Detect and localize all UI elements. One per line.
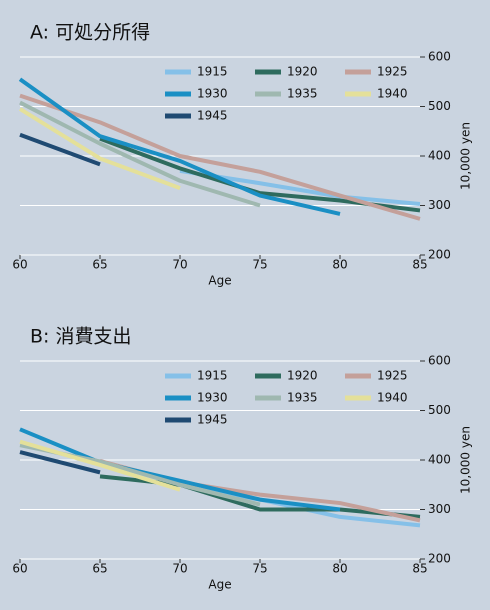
x-tick-label: 85 (412, 562, 427, 576)
y-tick-label: 400 (428, 149, 451, 163)
series-line (19, 100, 261, 208)
y-tick-label: 200 (428, 552, 451, 566)
x-tick-label: 75 (252, 562, 267, 576)
y-axis-label: 10,000 yen (459, 122, 473, 190)
y-tick-label: 600 (428, 50, 451, 64)
series-line (19, 93, 421, 221)
x-tick-label: 85 (412, 258, 427, 272)
x-tick-label: 60 (12, 562, 27, 576)
legend-label: 1915 (197, 369, 228, 383)
legend-label: 1945 (197, 109, 228, 123)
chart-title: B: 消費支出 (30, 326, 131, 348)
y-tick-label: 300 (428, 502, 451, 516)
legend-label: 1930 (197, 391, 228, 405)
x-tick-label: 65 (92, 562, 107, 576)
y-tick-label: 300 (428, 198, 451, 212)
y-tick-label: 500 (428, 99, 451, 113)
x-axis-label: Age (208, 578, 231, 592)
y-axis-label: 10,000 yen (459, 426, 473, 494)
legend-label: 1925 (377, 65, 408, 79)
legend-label: 1920 (287, 369, 318, 383)
legend-label: 1920 (287, 65, 318, 79)
legend-label: 1935 (287, 87, 318, 101)
legend-label: 1925 (377, 369, 408, 383)
x-tick-label: 65 (92, 258, 107, 272)
series-line (19, 132, 101, 167)
series-line (19, 439, 181, 492)
y-tick-label: 200 (428, 248, 451, 262)
legend-label: 1930 (197, 87, 228, 101)
legend-label: 1945 (197, 413, 228, 427)
legend-label: 1940 (377, 87, 408, 101)
series-line (18, 107, 181, 191)
y-tick-label: 500 (428, 403, 451, 417)
chart-title: A: 可処分所得 (30, 22, 150, 44)
legend-label: 1915 (197, 65, 228, 79)
x-tick-label: 80 (332, 258, 347, 272)
x-tick-label: 80 (332, 562, 347, 576)
x-axis-label: Age (208, 274, 231, 288)
series-line (18, 77, 341, 216)
legend-label: 1940 (377, 391, 408, 405)
y-tick-label: 600 (428, 354, 451, 368)
x-tick-label: 70 (172, 258, 187, 272)
x-tick-label: 70 (172, 562, 187, 576)
legend-label: 1935 (287, 391, 318, 405)
x-tick-label: 60 (12, 258, 27, 272)
y-tick-label: 400 (428, 453, 451, 467)
x-tick-label: 75 (252, 258, 267, 272)
series-line (19, 450, 101, 475)
series-line (19, 427, 341, 512)
